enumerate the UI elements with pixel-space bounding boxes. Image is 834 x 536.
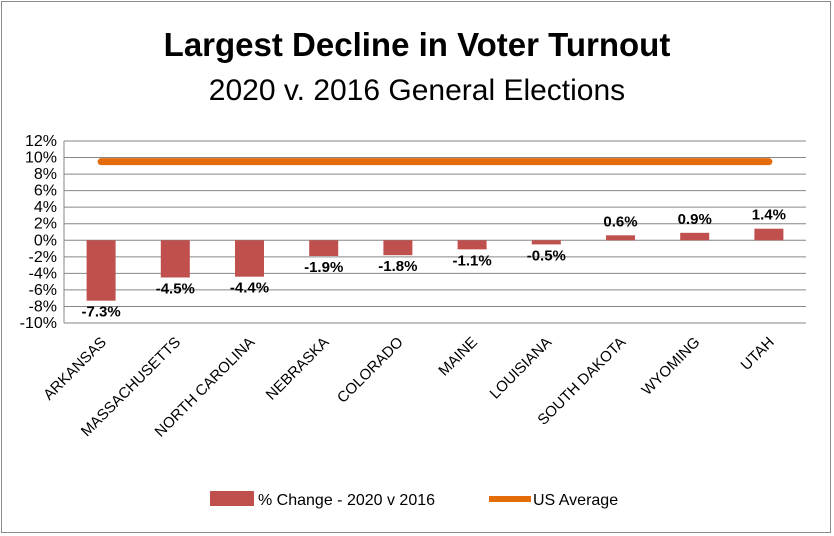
x-tick-label: UTAH: [738, 334, 778, 374]
bar: [160, 240, 190, 278]
bar: [457, 240, 487, 250]
chart-title: Largest Decline in Voter Turnout: [163, 26, 671, 63]
bar: [531, 240, 561, 245]
x-tick-label: WYOMING: [638, 334, 703, 399]
x-tick-label: COLORADO: [334, 334, 407, 407]
data-label: -1.8%: [378, 258, 417, 275]
legend-label: US Average: [533, 492, 618, 509]
y-tick-label: 10%: [25, 150, 57, 167]
y-tick-label: -4%: [29, 265, 57, 282]
bar: [680, 232, 710, 241]
y-tick-label: -10%: [20, 315, 57, 332]
x-tick-label: ARKANSAS: [40, 334, 110, 404]
x-tick-label: LOUISIANA: [487, 334, 556, 403]
data-label: 0.6%: [603, 213, 637, 230]
data-label: -4.5%: [156, 281, 195, 298]
y-tick-label: -2%: [29, 249, 57, 266]
data-label: -4.4%: [230, 280, 269, 297]
y-tick-label: 6%: [34, 183, 57, 200]
data-label: -1.1%: [453, 252, 492, 269]
chart-subtitle: 2020 v. 2016 General Elections: [208, 74, 626, 107]
legend-label: % Change - 2020 v 2016: [258, 492, 435, 509]
data-label: 1.4%: [752, 207, 786, 224]
data-label: -0.5%: [527, 247, 566, 264]
x-tick-label: NEBRASKA: [263, 334, 333, 404]
legend-swatch-bar: [210, 491, 254, 506]
bar: [754, 228, 784, 241]
bar: [606, 235, 635, 241]
y-tick-label: 0%: [34, 232, 57, 249]
y-tick-label: 8%: [34, 166, 57, 183]
data-label: 0.9%: [678, 211, 712, 228]
y-tick-label: -6%: [29, 282, 57, 299]
y-tick-label: -8%: [29, 298, 57, 315]
bar: [235, 240, 264, 277]
y-tick-label: 2%: [34, 216, 57, 233]
data-label: -1.9%: [304, 259, 343, 276]
x-tick-label: MAINE: [435, 334, 481, 380]
y-tick-label: 12%: [25, 133, 57, 150]
bar: [383, 240, 413, 256]
bar: [86, 240, 116, 301]
data-label: -7.3%: [82, 304, 121, 321]
bar: [309, 240, 339, 256]
y-tick-label: 4%: [34, 199, 57, 216]
